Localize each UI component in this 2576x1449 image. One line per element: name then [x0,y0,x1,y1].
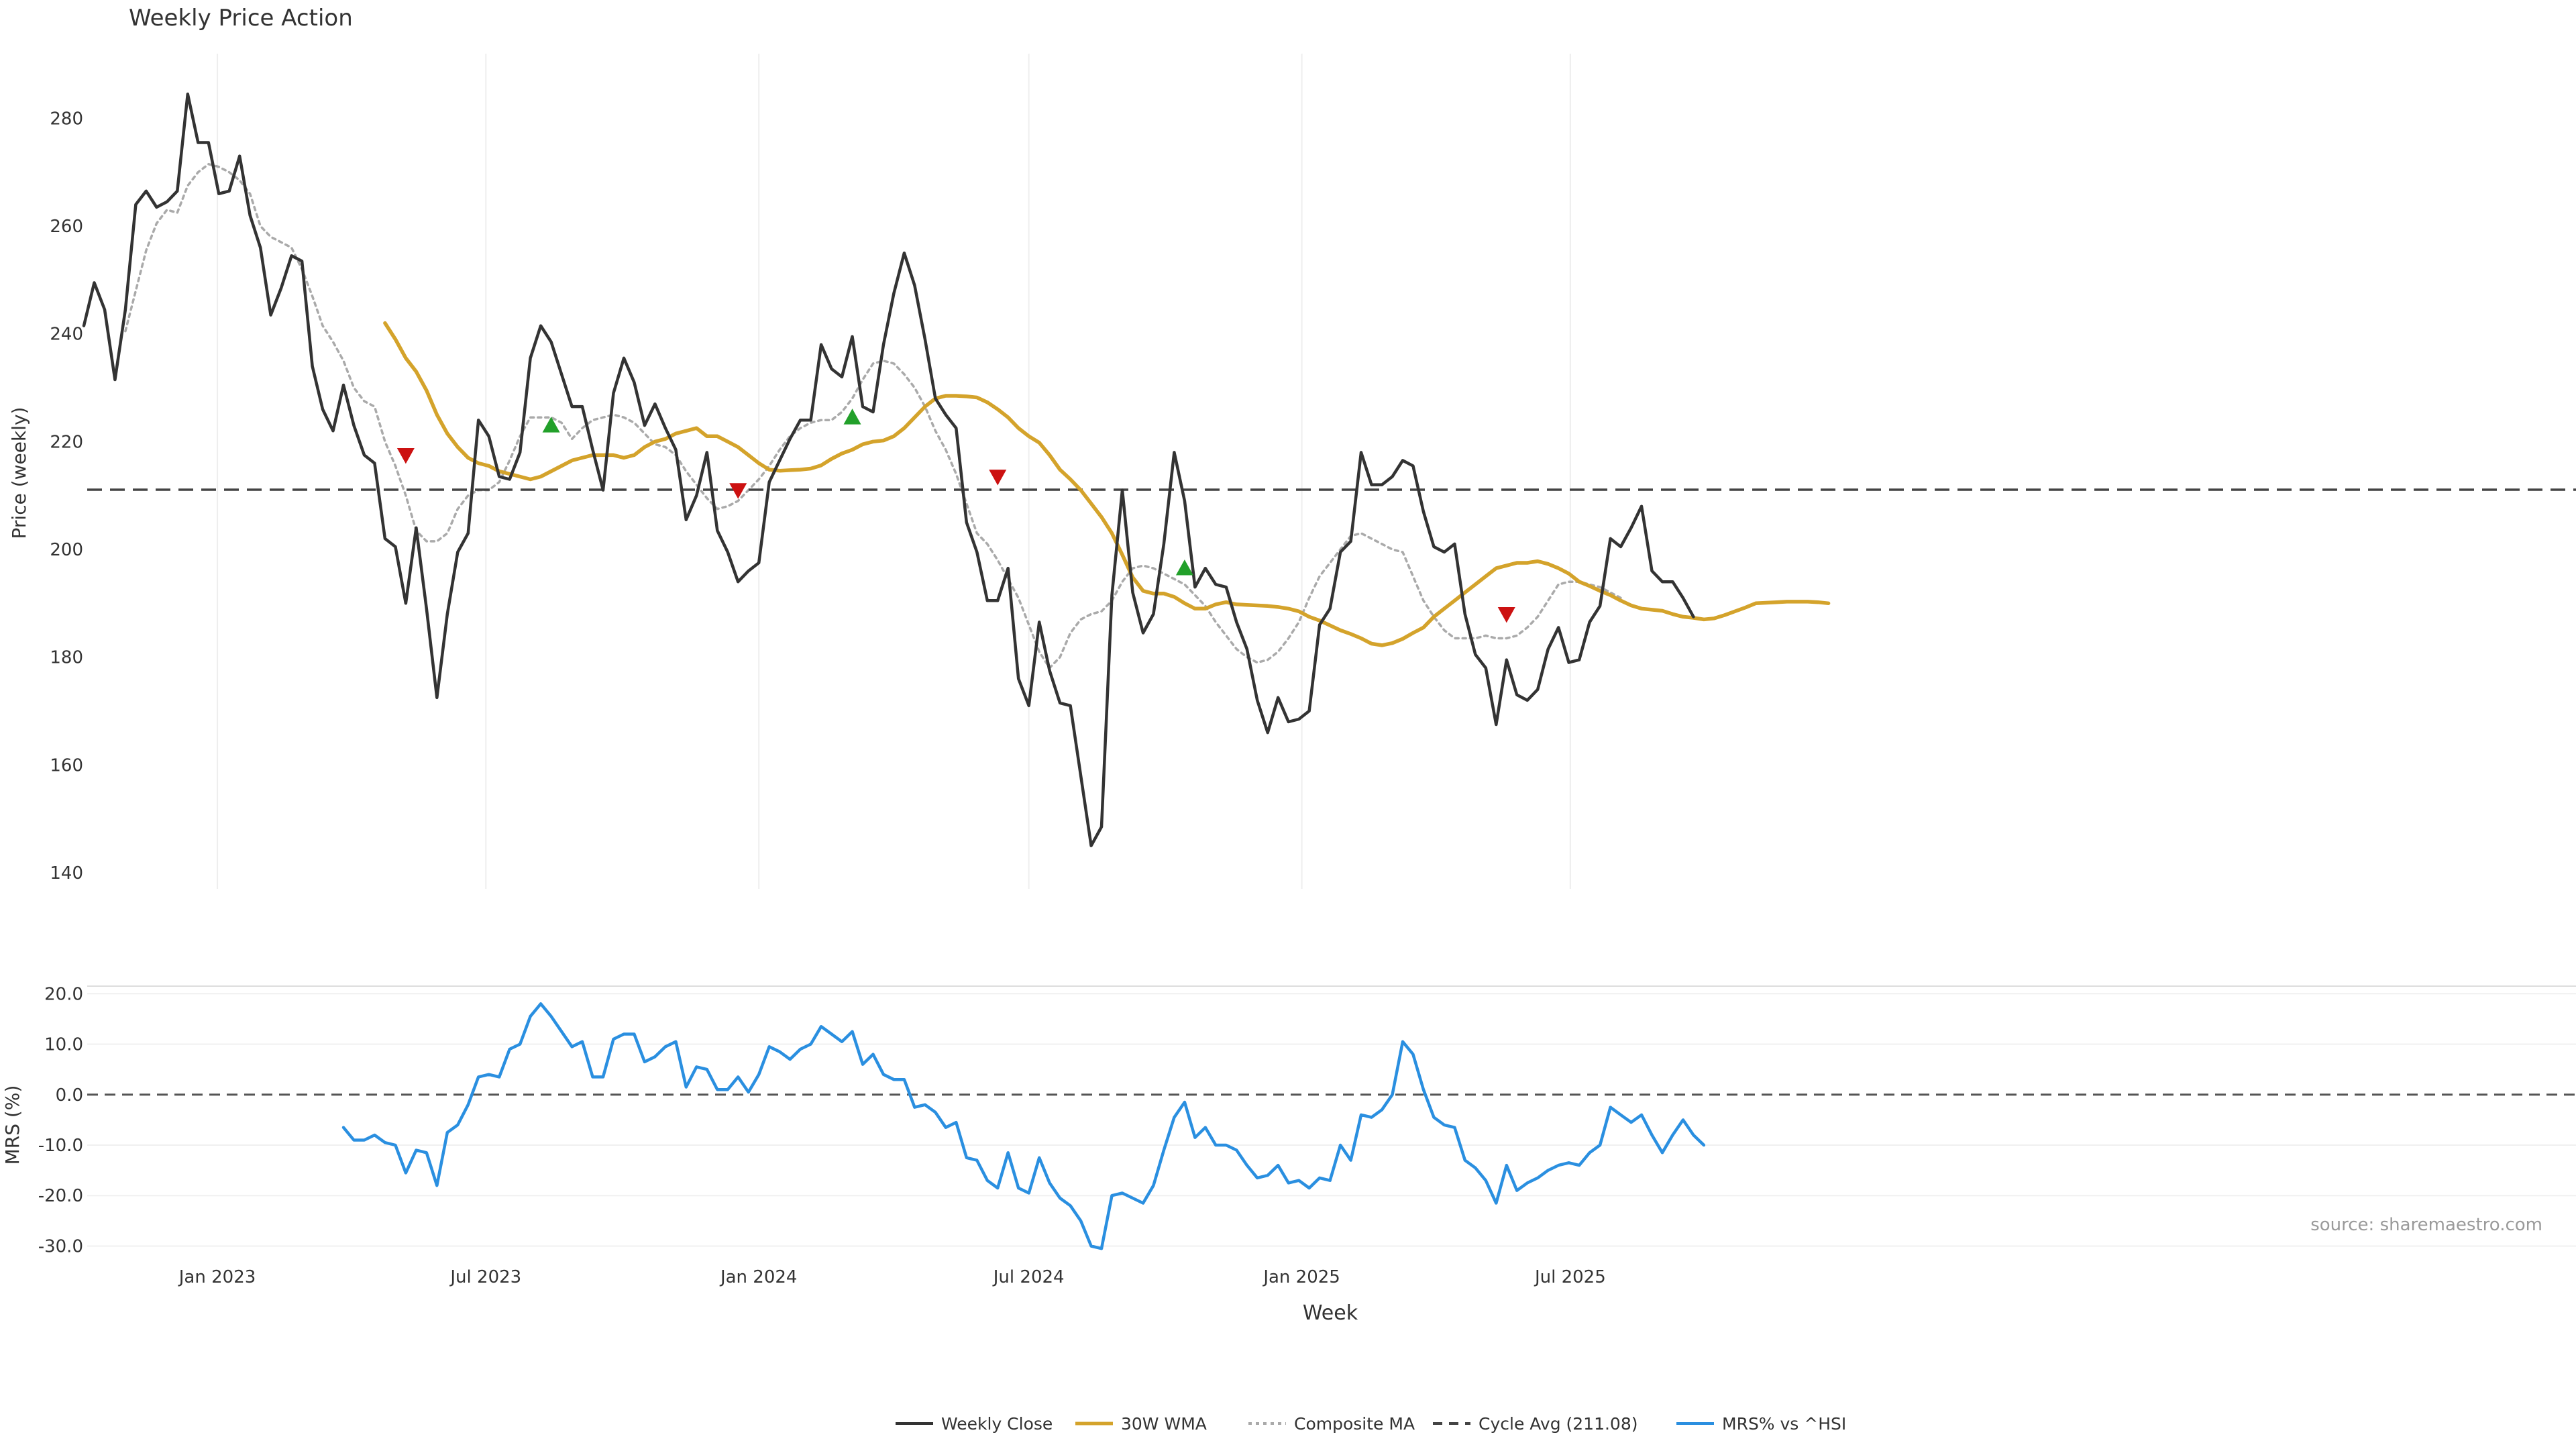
mrs-ytick-label: 0.0 [56,1085,83,1106]
signal-markers [396,409,1515,623]
price-series-lines [82,92,2576,847]
mrs-ytick-label: -20.0 [38,1186,83,1206]
x-tick-label: Jul 2023 [449,1267,521,1287]
price-panel: 140 160 180 200 220 240 260 280 Price (weekly) [8,54,2576,889]
price-y-axis-label: Price (weekly) [8,407,30,539]
mrs-y-axis-label: MRS (%) [1,1085,23,1165]
price-ytick-label: 160 [50,755,83,775]
price-ytick-label: 180 [50,648,83,668]
x-tick-label: Jan 2025 [1262,1267,1340,1287]
legend-label: MRS% vs ^HSI [1722,1414,1846,1434]
price-ytick-label: 260 [50,217,83,237]
legend-label: Weekly Close [941,1414,1053,1434]
price-ytick-label: 220 [50,432,83,452]
mrs-gridlines [87,993,2576,1247]
buy-signal-marker [1175,559,1193,576]
x-tick-label: Jan 2023 [178,1267,256,1287]
legend-label: 30W WMA [1121,1414,1207,1434]
source-note: source: sharemaestro.com [2310,1215,2542,1235]
mrs-ytick-label: 20.0 [44,984,83,1004]
mrs-ytick-label: -10.0 [38,1136,83,1156]
series-composite-ma [124,162,1622,669]
price-ytick-label: 200 [50,540,83,560]
legend: Weekly Close 30W WMA Composite MA Cycle Avg… [896,1414,1846,1434]
price-ytick-label: 140 [50,863,83,883]
sell-signal-marker [989,470,1007,486]
x-tick-label: Jan 2024 [719,1267,798,1287]
mrs-ytick-label: 10.0 [44,1035,83,1055]
legend-label: Composite MA [1294,1414,1415,1434]
mrs-ytick-label: -30.0 [38,1236,83,1256]
buy-signal-marker [843,409,861,425]
sell-signal-marker [396,448,415,464]
price-gridlines [217,54,1571,889]
mrs-series-lines [341,1002,1706,1250]
sell-signal-marker [1497,606,1515,623]
price-y-ticks: 140 160 180 200 220 240 260 280 [50,109,83,883]
legend-label: Cycle Avg (211.08) [1479,1414,1638,1434]
price-ytick-label: 240 [50,325,83,345]
series-mrs-vs-hsi [341,1002,1706,1250]
x-tick-label: Jul 2024 [992,1267,1065,1287]
x-axis-label: Week [1303,1301,1358,1325]
sell-signal-marker [729,483,747,499]
series-30w-wma [383,321,1831,647]
series-weekly-close [82,92,1695,847]
x-tick-label: Jul 2025 [1534,1267,1606,1287]
buy-signal-marker [542,417,560,433]
price-ytick-label: 280 [50,109,83,129]
mrs-y-ticks: 20.0 10.0 0.0 -10.0 -20.0 -30.0 [38,984,83,1256]
chart-title: Weekly Price Action [129,5,353,32]
x-axis-ticks: Jan 2023 Jul 2023 Jan 2024 Jul 2024 Jan 2025… [178,1267,1606,1287]
mrs-panel: 20.0 10.0 0.0 -10.0 -20.0 -30.0 MRS (%) sourc… [1,984,2576,1256]
